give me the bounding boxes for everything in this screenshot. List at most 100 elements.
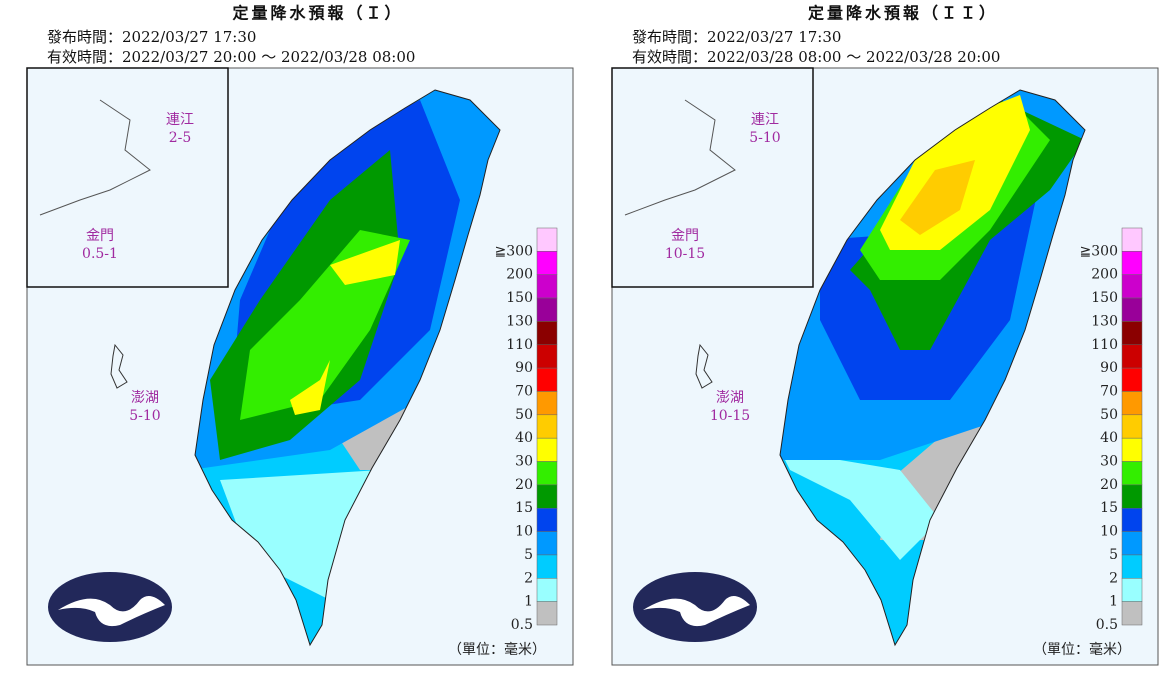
unit-label: （單位：毫米） [448,641,546,658]
rain-area [780,450,940,560]
legend-label: 150 [1091,290,1118,306]
panel-title: 定量降水預報（Ｉ） [231,4,403,23]
legend-label: 110 [1091,337,1118,353]
legend-swatch [536,391,558,416]
legend-swatch [536,554,558,579]
legend-swatch [1121,344,1143,369]
legend-label: 2 [1109,570,1118,586]
coastline [624,99,736,216]
legend-label: 200 [506,267,533,283]
legend-swatch [1121,507,1143,532]
forecast-panel: 定量降水預報（Ｉ） 發布時間：2022/03/27 17:30 有效時間：2022/… [26,4,574,666]
region-value: 10-15 [710,408,750,424]
legend-swatch [536,367,558,392]
legend-swatch [1121,531,1143,556]
issued-time: 發布時間：2022/03/27 17:30 [632,28,841,46]
inset-box [611,67,814,288]
legend-label: 130 [1091,313,1118,329]
legend-label: 40 [515,430,533,446]
legend-swatch [536,531,558,556]
region-name: 澎湖 [131,390,159,406]
region-name: 連江 [166,112,194,128]
issued-time: 發布時間：2022/03/27 17:30 [47,28,256,46]
legend-swatch [1121,297,1143,322]
legend-label: 20 [515,477,533,493]
legend-label: 110 [506,337,533,353]
legend-label: 15 [1100,500,1118,516]
legend-label: 130 [506,313,533,329]
legend-swatch [536,578,558,602]
region-name: 連江 [751,112,779,128]
legend-label: 5 [524,547,533,563]
legend-label: 30 [1100,454,1118,470]
penghu [695,343,713,389]
legend-label: 0.5 [1096,617,1118,633]
region-value: 10-15 [665,246,705,262]
region-value: 5-10 [129,408,160,424]
legend-swatch [1121,414,1143,439]
logo-swirl [58,596,165,627]
legend-swatch [1121,391,1143,416]
region-value: 0.5-1 [82,246,118,262]
panel-title: 定量降水預報（ＩＩ） [807,4,998,23]
coastline [39,99,151,216]
legend-label: 0.5 [511,617,533,633]
legend-swatch [536,507,558,532]
legend-swatch [536,321,558,346]
legend-label: ≧300 [495,243,533,259]
rain-area [900,160,975,235]
legend-swatch [1121,437,1143,462]
legend-label: 1 [1109,594,1118,610]
legend-label: 1 [524,594,533,610]
legend-swatch [1121,484,1143,509]
legend-label: 50 [515,407,533,423]
region-name: 金門 [86,228,114,244]
legend-swatch [1121,554,1143,579]
region-name: 金門 [671,228,699,244]
legend-swatch [536,484,558,509]
forecast-panel: 定量降水預報（ＩＩ） 發布時間：2022/03/27 17:30 有效時間：2022… [611,4,1159,666]
legend-label: 10 [515,524,533,540]
legend-swatch [1121,601,1143,626]
legend-swatch [536,297,558,322]
legend-label: 20 [1100,477,1118,493]
taiwan-outline [779,89,1086,647]
penghu [110,343,128,389]
logo-swirl [643,596,750,627]
legend-swatch [536,227,558,252]
legend-label: 70 [1100,383,1118,399]
legend-label: 90 [515,360,533,376]
region-value: 2-5 [169,130,192,146]
legend-swatch [536,251,558,275]
legend-label: 30 [515,454,533,470]
legend-swatch [536,461,558,486]
unit-label: （單位：毫米） [1033,641,1131,658]
legend-label: 10 [1100,524,1118,540]
legend-label: 15 [515,500,533,516]
region-name: 澎湖 [716,390,744,406]
legend-swatch [1121,251,1143,275]
legend-swatch [536,414,558,439]
legend-label: 40 [1100,430,1118,446]
inset-box [26,67,229,288]
legend-label: ≧300 [1080,243,1118,259]
legend-label: 90 [1100,360,1118,376]
region-value: 5-10 [749,130,780,146]
legend-label: 5 [1109,547,1118,563]
legend-swatch [1121,274,1143,299]
legend-label: 150 [506,290,533,306]
valid-time: 有效時間：2022/03/28 08:00 ～ 2022/03/28 20:00 [632,48,1000,66]
taiwan-outline [194,89,501,647]
legend-swatch [1121,578,1143,602]
legend-swatch [536,601,558,626]
legend-label: 70 [515,383,533,399]
legend-swatch [536,274,558,299]
legend-label: 200 [1091,267,1118,283]
legend-label: 50 [1100,407,1118,423]
rain-area [290,240,400,415]
legend-swatch [1121,461,1143,486]
legend-swatch [1121,227,1143,252]
legend-label: 2 [524,570,533,586]
legend-swatch [1121,321,1143,346]
